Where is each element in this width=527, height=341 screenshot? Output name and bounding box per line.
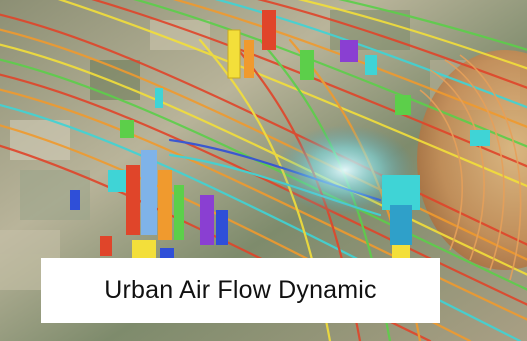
caption-text: Urban Air Flow Dynamic <box>104 276 377 304</box>
caption-box: Urban Air Flow Dynamic <box>41 258 440 323</box>
dome-flow-lines <box>419 54 522 281</box>
turbulence-glow <box>275 125 415 215</box>
buildings <box>70 10 490 259</box>
